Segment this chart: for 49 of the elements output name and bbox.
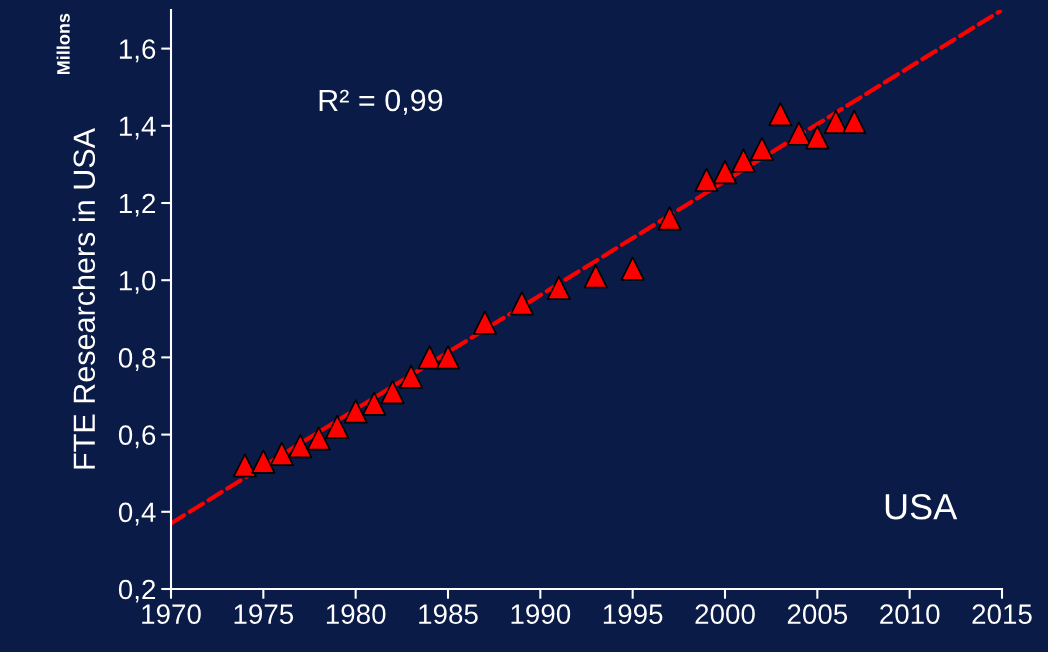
x-tick-label: 2005 xyxy=(787,604,848,624)
point xyxy=(343,399,368,424)
point xyxy=(768,102,793,127)
point xyxy=(583,264,608,289)
point xyxy=(251,449,276,474)
x-tick-label: 2000 xyxy=(695,604,755,624)
y-axis-title: FTE Researchers in USA xyxy=(72,128,96,469)
x-tick-label: 1995 xyxy=(603,604,663,624)
point xyxy=(509,291,534,316)
x-tick-label: 1980 xyxy=(326,604,386,624)
point xyxy=(362,391,387,416)
text: Millons xyxy=(56,13,70,75)
point xyxy=(694,167,719,192)
point xyxy=(325,414,350,439)
point xyxy=(657,206,682,231)
x-tick-label: 1990 xyxy=(511,604,571,624)
y-tick-label: 0,6 xyxy=(118,425,156,449)
point xyxy=(472,310,497,335)
point xyxy=(731,148,756,173)
point xyxy=(435,345,461,370)
x-tick-label: 1970 xyxy=(142,604,201,624)
y-tick-label: 0,4 xyxy=(118,502,156,526)
point xyxy=(269,441,294,466)
y-tick-label: 0,8 xyxy=(118,348,156,372)
x-tick-label: 1985 xyxy=(419,604,478,624)
point xyxy=(380,380,405,405)
annotation: R² = 0,99 xyxy=(319,89,443,115)
point xyxy=(306,426,331,451)
point xyxy=(842,109,867,134)
x-tick-label: 1975 xyxy=(234,604,294,624)
y-tick-label: 1,4 xyxy=(119,116,156,140)
point xyxy=(417,345,442,370)
y-tick-label: 1,0 xyxy=(119,270,156,294)
point xyxy=(288,434,313,459)
y-tick-label: 1,2 xyxy=(119,193,156,217)
point xyxy=(823,109,848,134)
annotation: USA xyxy=(885,493,958,520)
point xyxy=(805,125,830,150)
point xyxy=(712,160,738,185)
y-tick-label: 1,6 xyxy=(119,39,156,63)
point xyxy=(620,256,645,281)
y-tick-label: 0,2 xyxy=(118,579,156,603)
point xyxy=(749,136,774,161)
x-tick-label: 2015 xyxy=(972,604,1032,624)
point xyxy=(546,275,571,300)
point xyxy=(232,453,257,478)
point xyxy=(399,364,424,389)
point xyxy=(786,121,811,146)
x-tick-label: 2010 xyxy=(880,604,940,624)
